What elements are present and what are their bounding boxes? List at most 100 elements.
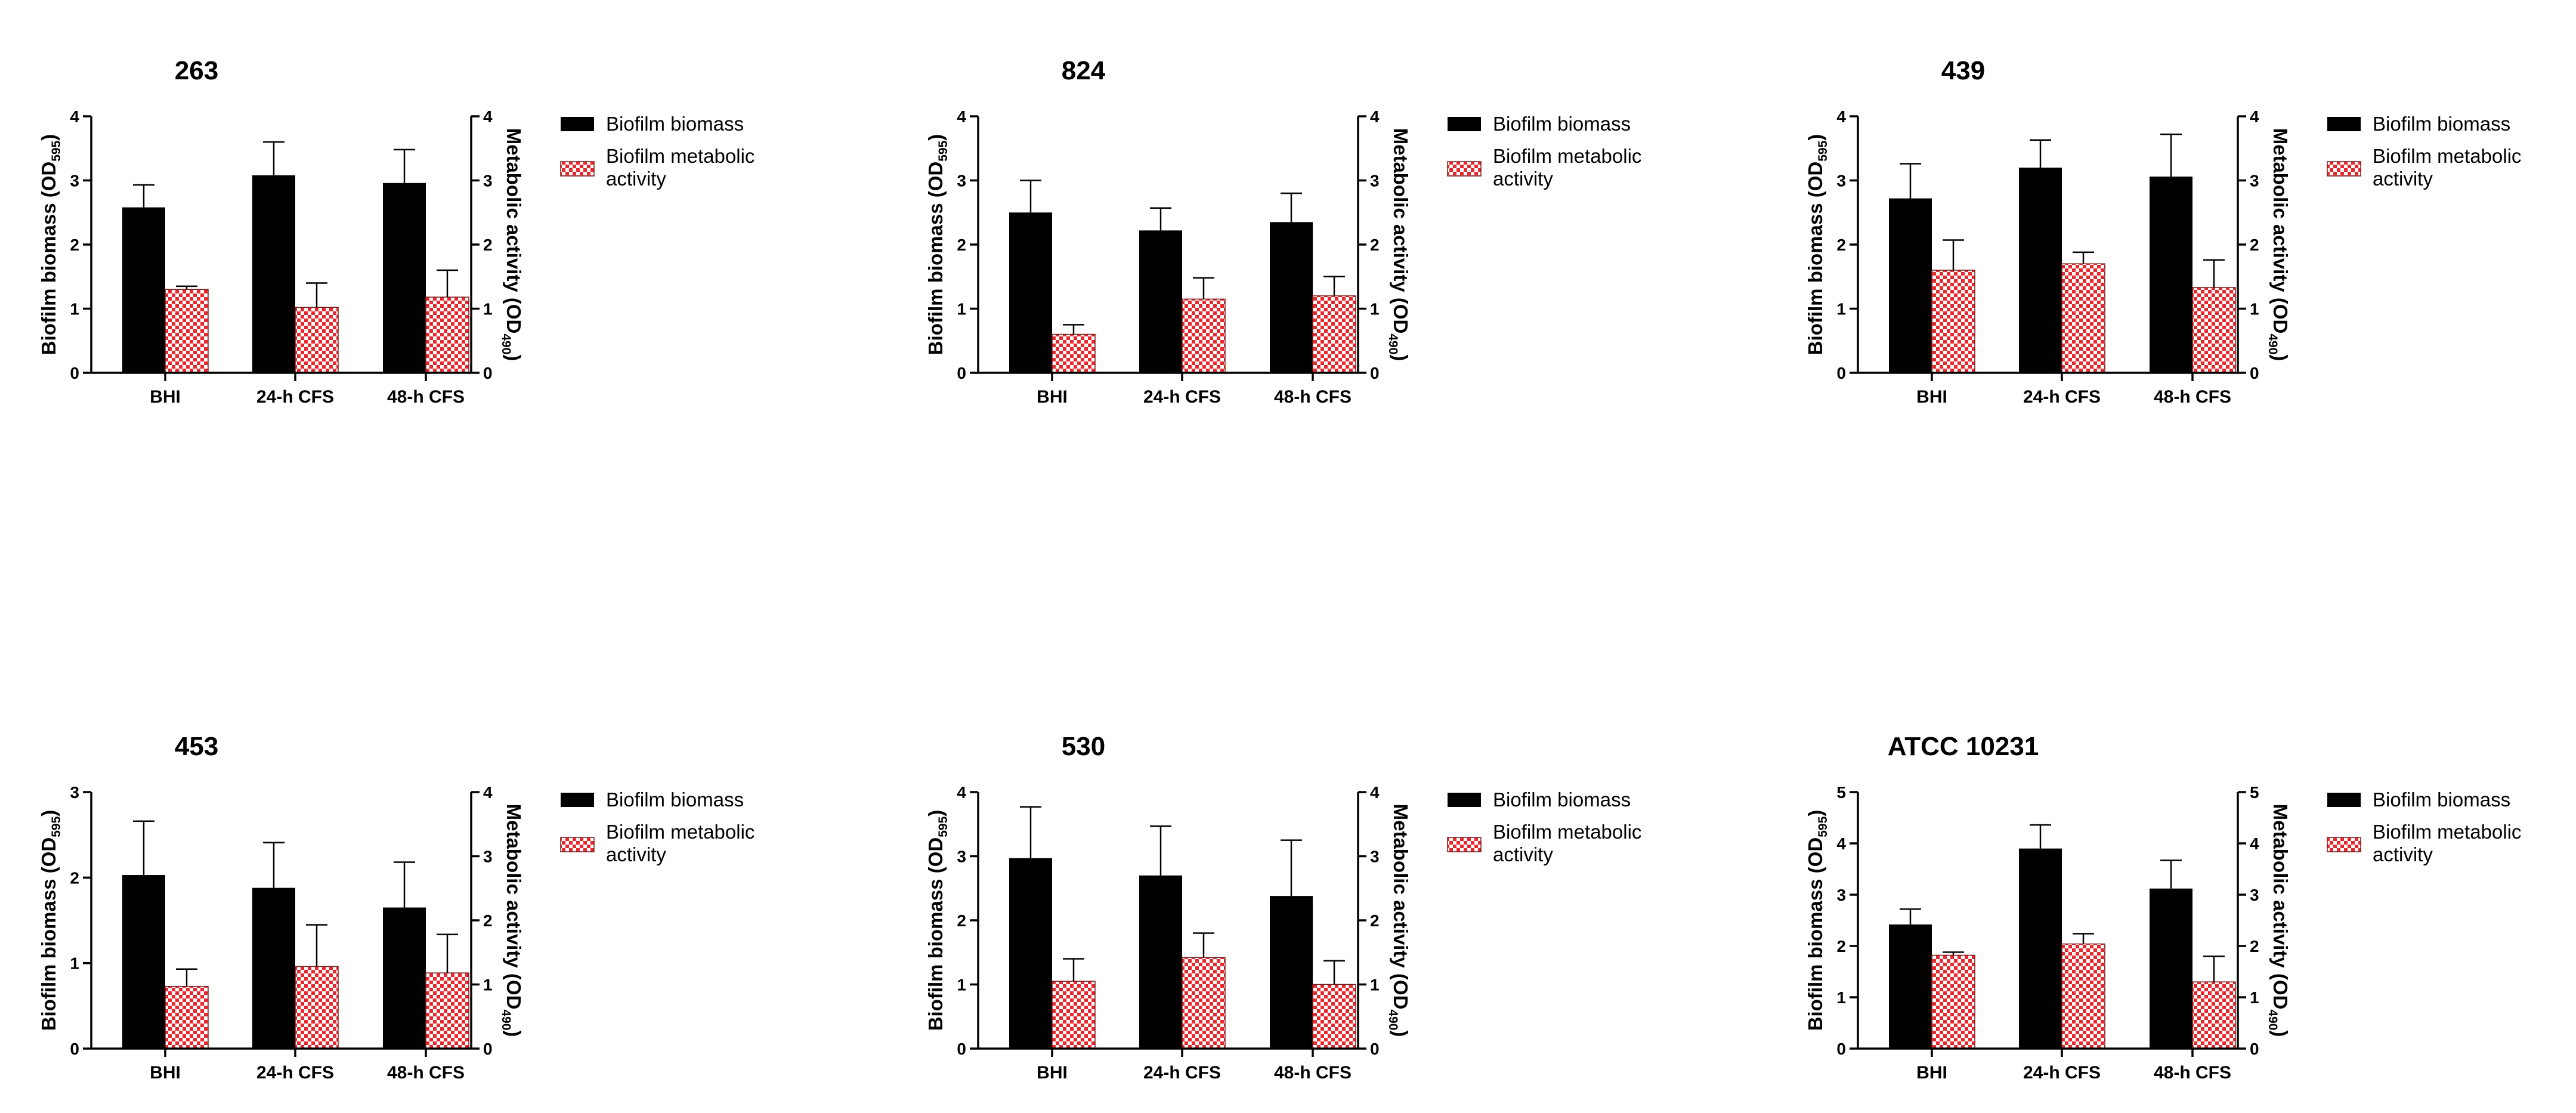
bar-biomass-2 — [383, 907, 426, 1049]
bar-metabolic-2 — [2192, 287, 2236, 373]
y-tick-label-left: 2 — [70, 236, 79, 254]
bar-biomass-1 — [2019, 168, 2062, 373]
y-tick-label-right: 1 — [1370, 300, 1380, 319]
y-tick-label-right: 2 — [1370, 911, 1380, 930]
x-tick-label: 48-h CFS — [387, 1063, 465, 1083]
legend-label-metabolic: Biofilm metabolic — [2373, 145, 2521, 167]
legend-label-biomass: Biofilm biomass — [1493, 789, 1631, 811]
y-tick-label-left: 1 — [957, 300, 966, 319]
bar-biomass-2 — [1270, 896, 1313, 1049]
x-tick-label: BHI — [150, 387, 181, 407]
legend-label-metabolic-line2: activity — [606, 168, 666, 190]
bar-metabolic-0 — [1931, 270, 1975, 373]
bar-metabolic-0 — [1052, 333, 1096, 373]
legend-swatch-metabolic — [560, 161, 595, 177]
y-tick-label-right: 0 — [1370, 1040, 1380, 1058]
x-tick-label: 24-h CFS — [2023, 1063, 2101, 1083]
x-tick-label: BHI — [1037, 387, 1068, 407]
x-tick-label: 48-h CFS — [387, 387, 465, 407]
legend-swatch-biomass — [1448, 117, 1481, 131]
y-tick-label-right: 0 — [483, 1040, 493, 1058]
x-tick-label: BHI — [1916, 1063, 1947, 1083]
y-tick-label-left: 4 — [1836, 107, 1846, 126]
y-tick-label-left: 2 — [1836, 236, 1846, 254]
y-tick-label-right: 0 — [1370, 364, 1380, 382]
legend-label-metabolic-line2: activity — [1493, 168, 1553, 190]
legend-label-biomass: Biofilm biomass — [606, 113, 744, 135]
y-tick-label-right: 1 — [2250, 300, 2259, 319]
legend-swatch-metabolic — [1447, 837, 1482, 852]
bar-metabolic-1 — [2061, 263, 2105, 373]
y-axis-label-right: Metabolic activity (OD490) — [2266, 804, 2292, 1037]
y-tick-label-left: 3 — [957, 172, 966, 190]
y-tick-label-left: 5 — [1836, 783, 1846, 802]
chart-panel-3: 453 0 1 2 3 0 1 2 3 4 BHI 24-h CFS 48-h CFS Biofilm b… — [38, 732, 754, 1083]
bar-metabolic-0 — [165, 289, 209, 373]
bar-metabolic-2 — [1312, 295, 1356, 373]
bar-metabolic-1 — [1182, 298, 1226, 373]
bar-metabolic-1 — [295, 966, 339, 1049]
y-tick-label-right: 1 — [1370, 976, 1380, 994]
y-tick-label-left: 4 — [70, 107, 79, 126]
legend-swatch-metabolic — [1447, 161, 1482, 177]
y-tick-label-right: 3 — [483, 172, 493, 190]
legend-label-metabolic: Biofilm metabolic — [606, 145, 754, 167]
bar-metabolic-2 — [1312, 984, 1356, 1049]
bar-metabolic-0 — [1931, 954, 1975, 1049]
bar-metabolic-1 — [2061, 943, 2105, 1049]
x-tick-label: BHI — [1037, 1063, 1068, 1083]
y-axis-label-left: Biofilm biomass (OD595) — [1804, 134, 1830, 355]
chart-title: 263 — [175, 56, 218, 85]
x-tick-label: 48-h CFS — [1274, 1063, 1352, 1083]
chart-title: 824 — [1062, 56, 1106, 85]
bar-metabolic-0 — [165, 985, 209, 1049]
legend-label-metabolic-line2: activity — [606, 843, 666, 865]
bar-biomass-0 — [122, 207, 165, 373]
legend-label-metabolic-line2: activity — [1493, 843, 1553, 865]
y-tick-label-right: 3 — [483, 848, 493, 866]
chart-panel-5: ATCC 10231 0 1 2 3 4 5 0 1 2 3 4 5 BHI 24-h CFS 48-h CF… — [1804, 732, 2521, 1083]
y-tick-label-right: 0 — [2250, 1040, 2259, 1058]
y-tick-label-left: 0 — [957, 1040, 966, 1058]
legend-label-biomass: Biofilm biomass — [1493, 113, 1631, 135]
chart-panel-0: 263 0 1 2 3 4 0 1 2 3 4 BHI 24-h CFS 48-h CFS Biofilm … — [38, 56, 754, 407]
bar-biomass-1 — [252, 888, 295, 1049]
bar-metabolic-2 — [425, 972, 469, 1049]
y-axis-label-right: Metabolic activity (OD490) — [1386, 804, 1412, 1037]
y-tick-label-left: 3 — [70, 172, 79, 190]
bar-metabolic-1 — [295, 307, 339, 373]
legend-label-metabolic: Biofilm metabolic — [1493, 821, 1641, 843]
y-tick-label-right: 1 — [483, 976, 493, 994]
y-tick-label-right: 5 — [2250, 783, 2259, 802]
y-tick-label-left: 3 — [957, 848, 966, 866]
legend-swatch-metabolic — [560, 837, 595, 852]
chart-title: 439 — [1941, 56, 1985, 85]
y-tick-label-right: 2 — [483, 911, 493, 930]
legend-label-biomass: Biofilm biomass — [2373, 789, 2510, 811]
legend-swatch-biomass — [2327, 793, 2361, 807]
bar-biomass-1 — [2019, 848, 2062, 1049]
legend-swatch-biomass — [561, 117, 594, 131]
chart-panel-2: 439 0 1 2 3 4 0 1 2 3 4 BHI 24-h CFS 48-h CFS Biofilm … — [1804, 56, 2521, 407]
y-tick-label-right: 3 — [1370, 172, 1380, 190]
legend-swatch-biomass — [2327, 117, 2361, 131]
y-tick-label-right: 4 — [1370, 783, 1380, 802]
y-tick-label-left: 1 — [957, 976, 966, 994]
bar-biomass-2 — [1270, 222, 1313, 373]
y-axis-label-left: Biofilm biomass (OD595) — [924, 134, 950, 355]
y-tick-label-left: 3 — [1836, 172, 1846, 190]
legend-swatch-metabolic — [2327, 837, 2361, 852]
y-tick-label-left: 3 — [1836, 886, 1846, 904]
y-axis-label-right: Metabolic activity (OD490) — [1386, 128, 1412, 361]
y-tick-label-left: 2 — [70, 868, 79, 887]
y-tick-label-left: 0 — [957, 364, 966, 382]
bar-biomass-0 — [1009, 858, 1052, 1049]
bar-biomass-2 — [2150, 888, 2192, 1049]
y-axis-label-right: Metabolic activity (OD490) — [2266, 128, 2292, 361]
y-tick-label-right: 0 — [483, 364, 493, 382]
y-axis-label-left: Biofilm biomass (OD595) — [38, 810, 63, 1031]
chart-title: 453 — [175, 732, 218, 761]
y-tick-label-left: 0 — [1836, 1040, 1846, 1058]
bar-biomass-2 — [383, 183, 426, 373]
y-tick-label-left: 0 — [1836, 364, 1846, 382]
